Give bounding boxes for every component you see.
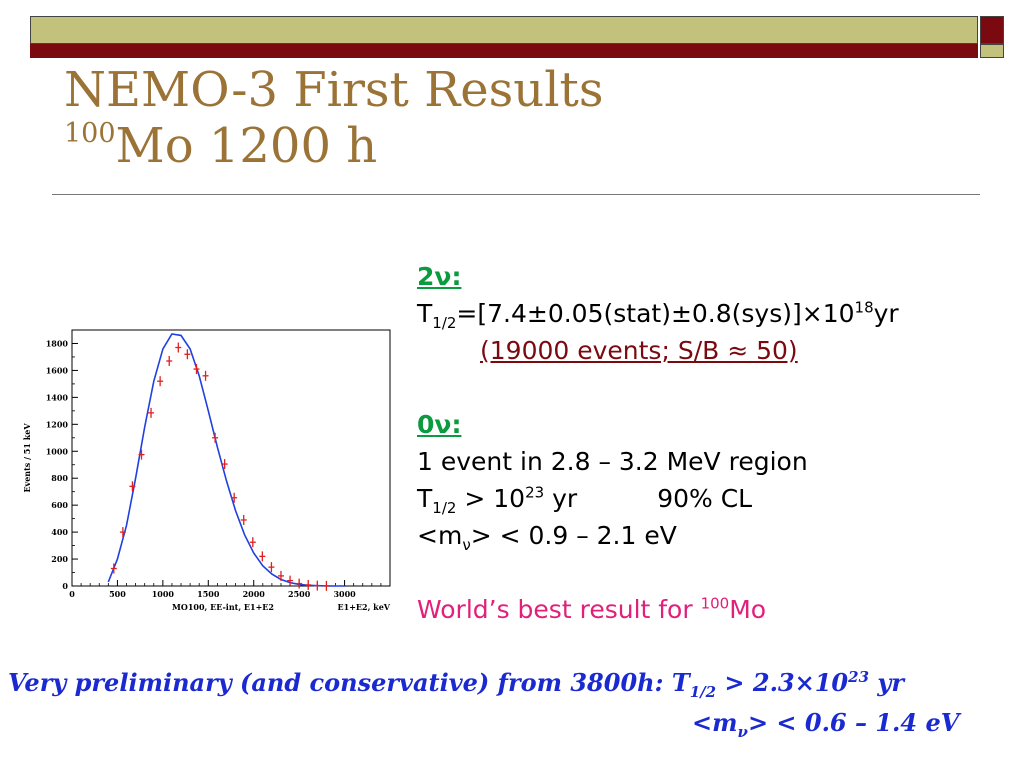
x-axis-label-right: E1+E2, keV — [338, 602, 391, 612]
x-tick-label-3: 1500 — [197, 589, 220, 599]
header-square-olive — [980, 44, 1004, 58]
two-nu-events-line: (19000 events; S/B ≈ 50) — [417, 332, 899, 369]
title-divider — [52, 194, 980, 195]
header-bar-maroon — [30, 44, 978, 58]
zero-nu-t: T — [417, 484, 433, 513]
spacer — [417, 554, 899, 591]
two-nu-t-value: =[7.4±0.05(stat)±0.8(sys)]×10 — [456, 299, 855, 328]
prelim-m-open: <m — [692, 708, 738, 737]
y-tick-label-1: 200 — [51, 554, 68, 564]
prelim-unit: yr — [869, 668, 904, 697]
x-tick-label-4: 2000 — [243, 589, 266, 599]
two-nu-t-exp: 18 — [854, 298, 874, 317]
zero-nu-m-sub: ν — [462, 536, 471, 554]
world-best: World’s best result for 100Mo — [417, 591, 899, 628]
y-tick-label-2: 400 — [51, 527, 68, 537]
x-tick-label-5: 2500 — [288, 589, 311, 599]
two-nu-t-unit: yr — [873, 299, 899, 328]
y-axis-label: Events / 51 keV — [22, 423, 32, 493]
x-tick-label-6: 3000 — [333, 589, 356, 599]
preliminary-note: Very preliminary (and conservative) from… — [8, 667, 959, 739]
title-line-1: NEMO-3 First Results — [64, 62, 604, 118]
prelim-value: > 2.3×10 — [716, 668, 849, 697]
two-nu-num: 2 — [417, 262, 435, 291]
header-square-maroon — [980, 16, 1004, 44]
plot-frame — [71, 329, 391, 587]
spectrum-chart: 0 200 400 600 800 1000 1200 1400 1600 1800 0 500 100… — [18, 318, 393, 622]
y-tick-label-6: 1200 — [46, 419, 69, 429]
title-isotope-mass: 100 — [64, 118, 116, 149]
zero-nu-events: 1 event in 2.8 – 3.2 MeV region — [417, 447, 808, 476]
two-nu-halflife: T1/2=[7.4±0.05(stat)±0.8(sys)]×1018yr — [417, 295, 899, 332]
y-tick-label-5: 1000 — [46, 446, 69, 456]
x-tick-label-2: 1000 — [152, 589, 175, 599]
zero-nu-t-unit: yr — [544, 484, 578, 513]
world-best-text: World’s best result for — [417, 595, 701, 624]
two-nu-t: T — [417, 299, 433, 328]
world-best-sup: 100 — [700, 594, 730, 613]
zero-nu-mass: <mν> < 0.9 – 2.1 eV — [417, 517, 899, 554]
x-tick-label-1: 500 — [109, 589, 126, 599]
zero-nu-m-open: <m — [417, 521, 463, 550]
zero-nu-halflife: T1/2 > 1023 yr 90% CL — [417, 480, 899, 517]
y-tick-label-9: 1800 — [46, 338, 69, 348]
two-nu-colon: : — [451, 262, 462, 291]
zero-nu-cl: 90% CL — [657, 484, 753, 513]
y-tick-label-0: 0 — [62, 581, 68, 591]
prelim-m-sub: ν — [737, 722, 748, 741]
zero-nu-t-value: > 10 — [456, 484, 526, 513]
header-bar-olive — [30, 16, 978, 44]
results-text: 2ν: T1/2=[7.4±0.05(stat)±0.8(sys)]×1018y… — [417, 258, 899, 628]
title-line-2: 100Mo 1200 h — [64, 118, 603, 174]
zero-nu-num: 0 — [417, 410, 435, 439]
prelim-m-close: > < 0.6 – 1.4 eV — [747, 708, 960, 737]
zero-nu-m-close: > < 0.9 – 2.1 eV — [470, 521, 677, 550]
zero-nu-colon: : — [451, 410, 462, 439]
two-nu-sym: ν — [434, 262, 452, 291]
zero-nu-t-exp: 23 — [525, 483, 545, 502]
y-tick-label-4: 800 — [51, 473, 68, 483]
zero-nu-t-sub: 1/2 — [432, 499, 457, 517]
fit-curve — [107, 333, 345, 587]
zero-nu-sym: ν — [434, 410, 452, 439]
y-tick-label-3: 600 — [51, 500, 68, 510]
y-tick-label-8: 1600 — [46, 365, 69, 375]
slide-title: NEMO-3 First Results 100Mo 1200 h — [64, 62, 603, 174]
prelim-sub: 1/2 — [689, 682, 717, 701]
zero-nu-heading: 0ν: — [417, 406, 899, 443]
two-nu-t-sub: 1/2 — [432, 314, 457, 332]
preliminary-line-2: <mν> < 0.6 – 1.4 eV — [692, 707, 959, 739]
spacer — [417, 369, 899, 406]
two-nu-heading: 2ν: — [417, 258, 899, 295]
world-best-elem: Mo — [729, 595, 767, 624]
title-line-2-text: Mo 1200 h — [115, 118, 378, 174]
two-nu-events: (19000 events; S/B ≈ 50) — [480, 336, 798, 365]
prelim-exp: 23 — [848, 668, 870, 686]
preliminary-line-1: Very preliminary (and conservative) from… — [8, 667, 904, 699]
x-tick-label-0: 0 — [69, 589, 75, 599]
x-axis-label: MO100, EE-int, E1+E2 — [172, 602, 274, 612]
spectrum-chart-svg: 0 200 400 600 800 1000 1200 1400 1600 1800 0 500 100… — [22, 329, 391, 612]
prelim-text: Very preliminary (and conservative) from… — [8, 668, 690, 697]
y-tick-label-7: 1400 — [46, 392, 69, 402]
